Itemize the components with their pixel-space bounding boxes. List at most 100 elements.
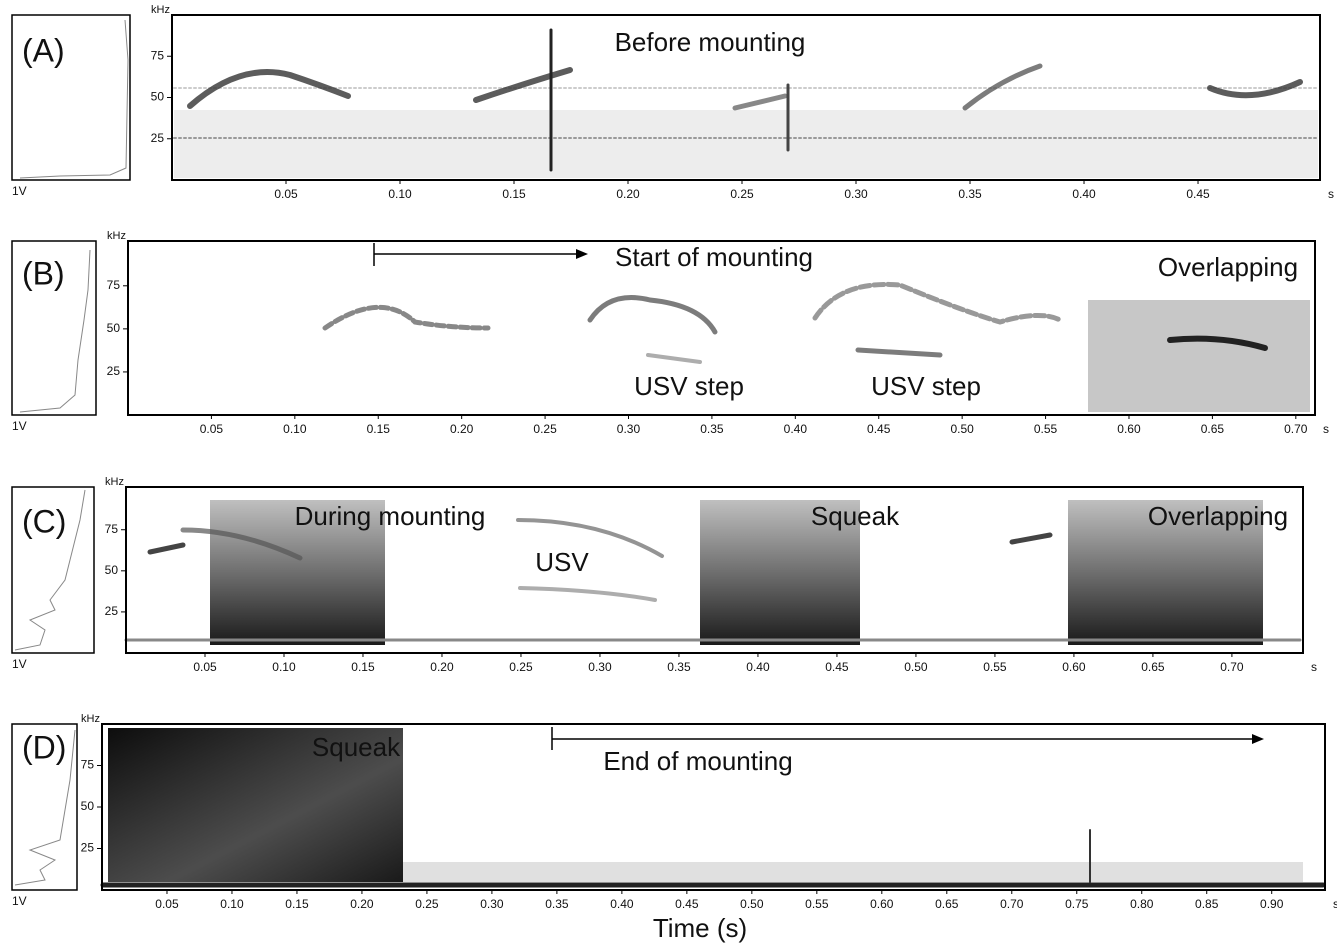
spectrogram-texture [100, 28, 1326, 888]
x-tick-label: 0.35 [667, 660, 691, 674]
amplitude-label: 1V [12, 184, 27, 198]
x-tick-label: 0.30 [480, 897, 504, 911]
x-tick-label: 0.05 [200, 422, 224, 436]
annotation: During mounting [295, 501, 486, 531]
x-tick-label: 0.15 [351, 660, 375, 674]
y-tick-label: 50 [81, 799, 95, 813]
x-tick-label: 0.15 [367, 422, 391, 436]
y-tick-label: 50 [151, 90, 165, 104]
y-tick-label: 75 [81, 758, 95, 772]
x-tick-label: 0.30 [588, 660, 612, 674]
amplitude-label: 1V [12, 657, 27, 671]
annotation: Squeak [811, 501, 900, 531]
x-tick-label: 0.60 [1117, 422, 1141, 436]
annotation: USV step [634, 371, 744, 401]
x-tick-label: 0.35 [958, 187, 982, 201]
x-tick-label: 0.70 [1284, 422, 1308, 436]
x-tick-label: 0.05 [155, 897, 179, 911]
y-tick-label: 25 [105, 604, 119, 618]
x-tick-label: 0.45 [675, 897, 699, 911]
y-tick-label: 50 [107, 321, 121, 335]
x-tick-label: 0.55 [1034, 422, 1058, 436]
x-tick-label: 0.25 [509, 660, 533, 674]
x-unit: s [1328, 187, 1334, 201]
x-tick-label: 0.45 [825, 660, 849, 674]
y-tick-label: 75 [151, 48, 165, 62]
x-tick-label: 0.10 [388, 187, 412, 201]
x-tick-label: 0.10 [283, 422, 307, 436]
y-unit: kHz [107, 230, 126, 242]
x-tick-label: 0.40 [610, 897, 634, 911]
x-tick-label: 0.40 [746, 660, 770, 674]
x-tick-label: 0.60 [1062, 660, 1086, 674]
amplitude-box [11, 14, 131, 181]
x-tick-label: 0.15 [285, 897, 309, 911]
x-tick-label: 0.25 [415, 897, 439, 911]
panel-label: (B) [22, 255, 65, 291]
x-unit: s [1323, 422, 1329, 436]
x-tick-label: 0.05 [193, 660, 217, 674]
x-tick-label: 0.85 [1195, 897, 1219, 911]
x-tick-label: 0.15 [502, 187, 526, 201]
x-tick-label: 0.20 [350, 897, 374, 911]
x-tick-label: 0.65 [1201, 422, 1225, 436]
x-tick-label: 0.10 [220, 897, 244, 911]
x-tick-label: 0.80 [1130, 897, 1154, 911]
x-tick-label: 0.30 [844, 187, 868, 201]
amplitude-box [11, 486, 95, 654]
x-tick-label: 0.70 [1000, 897, 1024, 911]
x-tick-label: 0.10 [272, 660, 296, 674]
x-axis-title: Time (s) [653, 913, 747, 943]
amplitude-traces [14, 19, 129, 886]
annotation: Overlapping [1148, 501, 1288, 531]
x-tick-label: 0.55 [983, 660, 1007, 674]
y-tick-label: 75 [105, 522, 119, 536]
x-tick-label: 0.55 [805, 897, 829, 911]
x-unit: s [1333, 897, 1337, 911]
x-tick-label: 0.65 [1141, 660, 1165, 674]
amplitude-label: 1V [12, 894, 27, 908]
x-tick-label: 0.35 [700, 422, 724, 436]
x-tick-label: 0.30 [617, 422, 641, 436]
annotation: Overlapping [1158, 252, 1298, 282]
y-tick-label: 25 [81, 841, 95, 855]
arrows [373, 243, 1264, 750]
amplitude-box [11, 723, 78, 891]
x-tick-label: 0.20 [450, 422, 474, 436]
x-tick-label: 0.45 [1186, 187, 1210, 201]
amplitude-label: 1V [12, 419, 27, 433]
x-tick-label: 0.70 [1220, 660, 1244, 674]
x-tick-label: 0.35 [545, 897, 569, 911]
y-tick-label: 75 [107, 278, 121, 292]
x-tick-label: 0.40 [1072, 187, 1096, 201]
y-unit: kHz [81, 713, 100, 725]
x-tick-label: 0.25 [533, 422, 557, 436]
x-tick-label: 0.40 [784, 422, 808, 436]
plot-frame [125, 486, 1304, 654]
x-tick-label: 0.75 [1065, 897, 1089, 911]
x-tick-label: 0.60 [870, 897, 894, 911]
x-tick-label: 0.45 [867, 422, 891, 436]
x-tick-label: 0.25 [730, 187, 754, 201]
x-tick-label: 0.05 [274, 187, 298, 201]
annotation: Start of mounting [615, 242, 813, 272]
x-tick-label: 0.50 [904, 660, 928, 674]
y-tick-label: 50 [105, 563, 119, 577]
panel-label: (C) [22, 503, 66, 539]
annotation: End of mounting [603, 746, 792, 776]
y-tick-label: 25 [107, 364, 121, 378]
y-tick-label: 25 [151, 131, 165, 145]
x-tick-label: 0.20 [430, 660, 454, 674]
x-tick-label: 0.50 [950, 422, 974, 436]
panel-label: (A) [22, 32, 65, 68]
annotation: USV step [871, 371, 981, 401]
plot-frame [127, 240, 1316, 416]
annotation: Squeak [312, 732, 401, 762]
x-tick-label: 0.65 [935, 897, 959, 911]
annotation: Before mounting [615, 27, 806, 57]
amplitude-box [11, 240, 97, 416]
x-unit: s [1311, 660, 1317, 674]
y-unit: kHz [105, 476, 124, 488]
x-tick-label: 0.20 [616, 187, 640, 201]
